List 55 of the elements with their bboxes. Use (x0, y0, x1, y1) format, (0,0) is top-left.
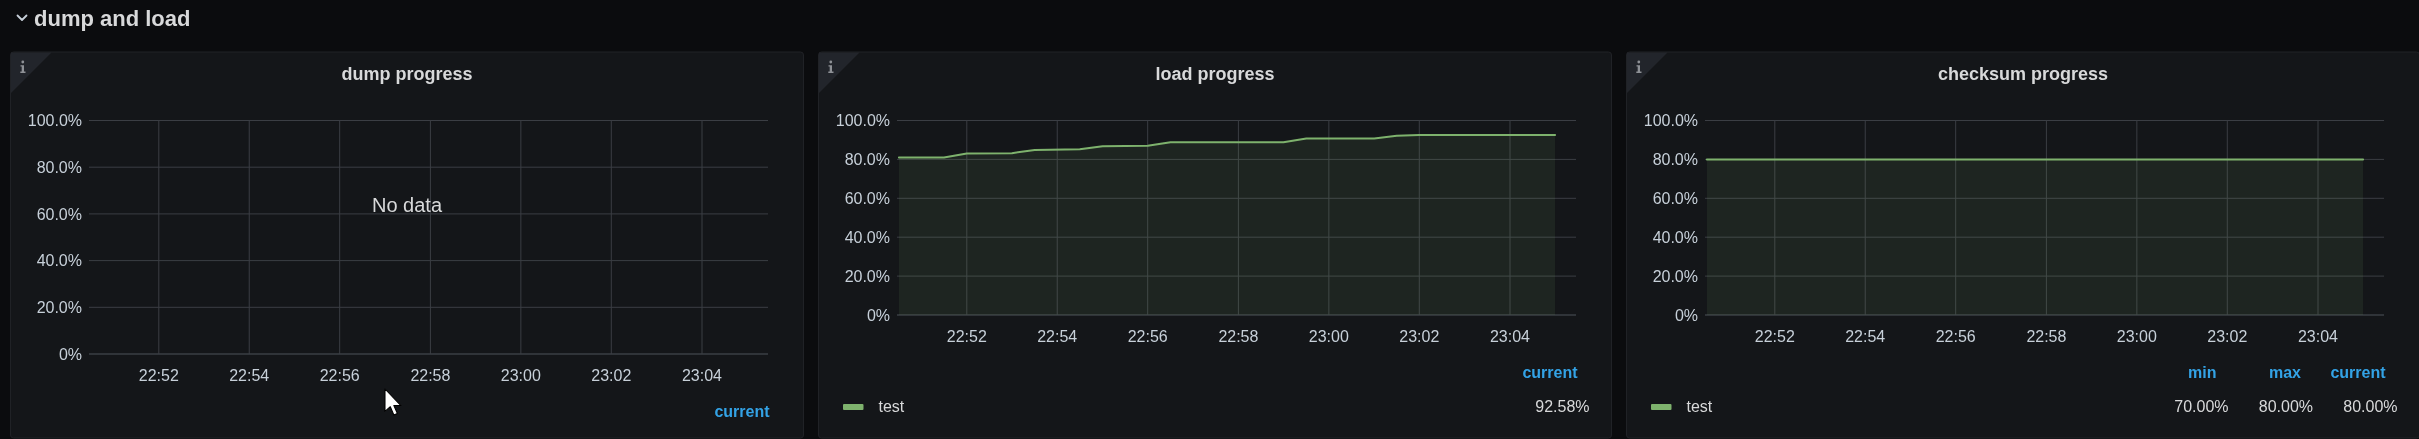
x-tick-label: 22:54 (229, 367, 270, 384)
text: current (1522, 364, 1579, 381)
y-tick-label: 0% (866, 306, 890, 324)
x-tick-label: 22:52 (946, 328, 987, 345)
text: 70.00% (2174, 398, 2229, 415)
x-tick-label: 22:58 (2026, 328, 2067, 345)
y-tick-label: 80.0% (1652, 151, 1698, 168)
legend-label: test (1686, 398, 1713, 415)
y-tick-label: 40.0% (36, 252, 82, 270)
x-tick-label: 23:00 (1308, 328, 1349, 345)
chart-title: dump progress (341, 64, 473, 84)
y-tick-label: 60.0% (1652, 189, 1698, 207)
x-tick-label: 23:04 (2297, 328, 2339, 345)
x-tick-label: 22:54 (1845, 328, 1886, 345)
text: 92.58% (1535, 398, 1590, 415)
y-tick-label: 0% (1674, 306, 1698, 324)
text: 80.00% (2258, 398, 2313, 415)
x-tick-label: 23:02 (591, 367, 632, 384)
text: current (2330, 364, 2387, 381)
y-tick-label: 100.0% (835, 112, 890, 130)
y-tick-label: 60.0% (36, 205, 82, 223)
y-tick-label: 80.0% (844, 151, 890, 168)
y-tick-label: 40.0% (844, 228, 890, 246)
x-tick-label: 22:56 (1127, 328, 1168, 345)
x-tick-label: 22:56 (1935, 328, 1976, 345)
y-tick-label: 100.0% (27, 112, 82, 130)
text: dump and load (34, 5, 191, 31)
y-tick-label: 20.0% (1652, 267, 1698, 285)
y-tick-label: 40.0% (1652, 228, 1698, 246)
legend-label: test (878, 398, 905, 415)
text: max (2268, 364, 2302, 381)
x-tick-label: 23:00 (2116, 328, 2157, 345)
y-tick-label: 0% (58, 345, 82, 363)
chart-title: load progress (1155, 64, 1275, 84)
x-tick-label: 22:58 (410, 367, 451, 384)
y-tick-label: 60.0% (844, 189, 890, 207)
chart-title: checksum progress (1937, 64, 2109, 84)
text: current (714, 403, 771, 420)
x-tick-label: 22:58 (1218, 328, 1259, 345)
x-tick-label: 22:52 (1754, 328, 1795, 345)
x-tick-label: 23:04 (1489, 328, 1531, 345)
x-tick-label: 22:52 (138, 367, 179, 384)
y-tick-label: 100.0% (1643, 112, 1698, 130)
x-tick-label: 22:56 (319, 367, 360, 384)
x-tick-label: 23:02 (2207, 328, 2248, 345)
x-tick-label: 23:02 (1399, 328, 1440, 345)
x-tick-label: 23:00 (500, 367, 541, 384)
text: 80.00% (2343, 398, 2398, 415)
y-tick-label: 80.0% (36, 158, 82, 176)
text: min (2188, 364, 2217, 381)
y-tick-label: 20.0% (36, 298, 82, 316)
x-tick-label: 23:04 (681, 367, 723, 384)
annotation: No data (371, 193, 443, 216)
y-tick-label: 20.0% (844, 267, 890, 285)
x-tick-label: 22:54 (1037, 328, 1078, 345)
